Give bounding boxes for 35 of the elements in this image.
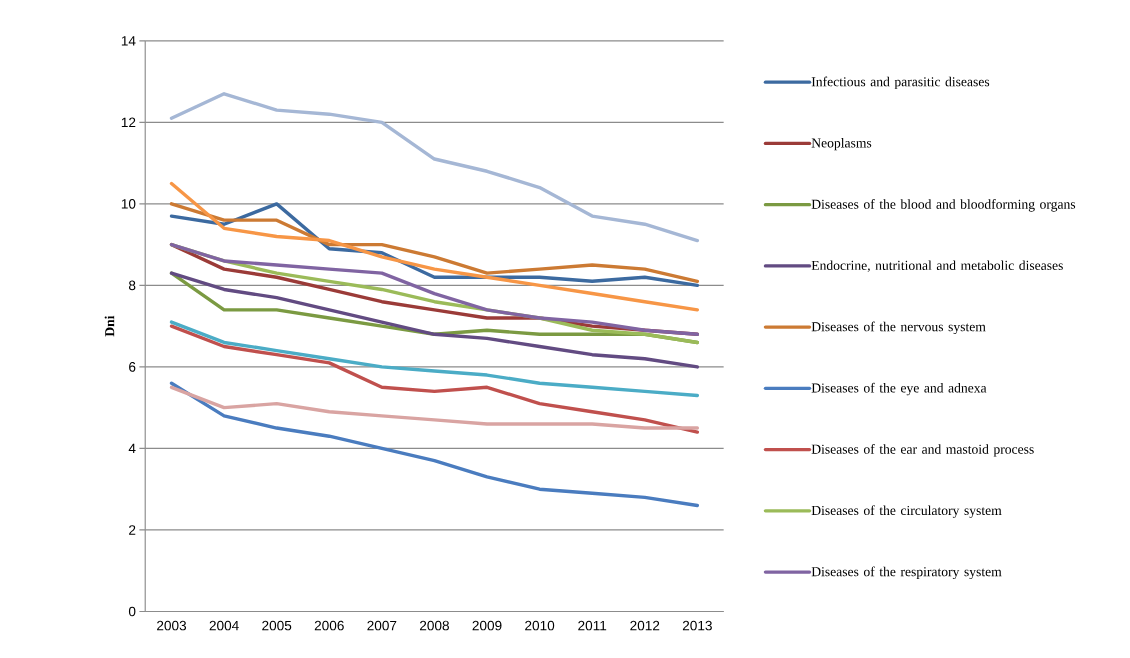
x-tick-label: 2013 (682, 620, 712, 631)
legend-label: Diseases of the ear and mastoid process (811, 444, 1034, 457)
y-tick-label: 8 (128, 280, 136, 291)
y-tick-label: 2 (129, 525, 136, 535)
x-tick-label: 2006 (314, 620, 344, 631)
y-axis-title: Dni (104, 315, 115, 337)
line-series (169, 324, 700, 434)
y-tick-label: 14 (121, 36, 136, 46)
y-tick-label: 10 (121, 198, 136, 209)
x-tick-label: 2007 (367, 620, 397, 631)
x-tick-label: 2008 (419, 620, 449, 631)
x-tick-label: 2009 (472, 620, 502, 631)
legend-label: Diseases of the respiratory system (811, 566, 1002, 580)
y-tick-label: 6 (129, 362, 136, 372)
x-tick-label: 2003 (157, 620, 187, 631)
line-series (169, 320, 700, 398)
line-series (169, 181, 700, 312)
legend-label: Diseases of the blood and bloodforming organs (811, 199, 1076, 212)
legend-label: Infectious and parasitic diseases (811, 76, 990, 90)
legend-label: Diseases of the eye and adnexa (811, 382, 987, 396)
legend-label: Diseases of the circulatory system (811, 505, 1002, 518)
line-series (169, 271, 700, 369)
x-tick-label: 2012 (630, 620, 660, 631)
x-tick-label: 2011 (578, 620, 607, 631)
x-tick-label: 2010 (525, 620, 555, 631)
legend-label: Neoplasms (811, 137, 872, 151)
line-series (169, 381, 700, 508)
x-tick-label: 2005 (262, 620, 292, 631)
line-series (169, 92, 700, 243)
legend-label: Diseases of the nervous system (811, 321, 986, 335)
legend-label: Endocrine, nutritional and metabolic diseases (811, 260, 1063, 272)
y-tick-label: 0 (128, 606, 136, 617)
x-tick-label: 2004 (209, 620, 239, 631)
y-tick-label: 4 (128, 443, 136, 454)
y-tick-label: 12 (121, 117, 136, 128)
